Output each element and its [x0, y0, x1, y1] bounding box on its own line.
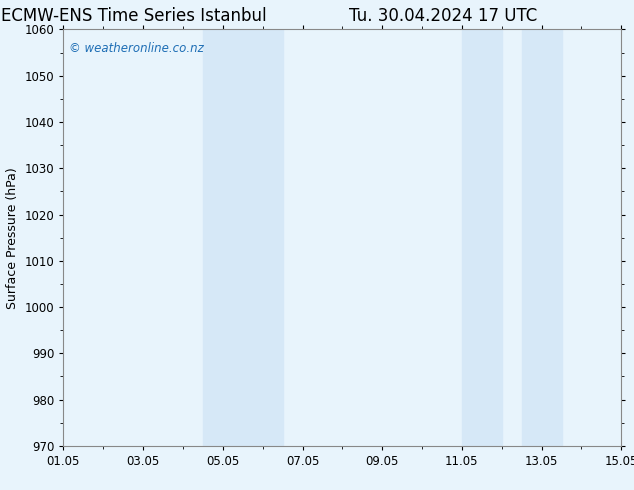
Bar	[522, 29, 562, 446]
Bar	[203, 29, 283, 446]
Y-axis label: Surface Pressure (hPa): Surface Pressure (hPa)	[6, 167, 19, 309]
Text: Tu. 30.04.2024 17 UTC: Tu. 30.04.2024 17 UTC	[349, 7, 537, 25]
Text: © weatheronline.co.nz: © weatheronline.co.nz	[69, 42, 204, 55]
Text: ECMW-ENS Time Series Istanbul: ECMW-ENS Time Series Istanbul	[1, 7, 266, 25]
Bar	[462, 29, 501, 446]
